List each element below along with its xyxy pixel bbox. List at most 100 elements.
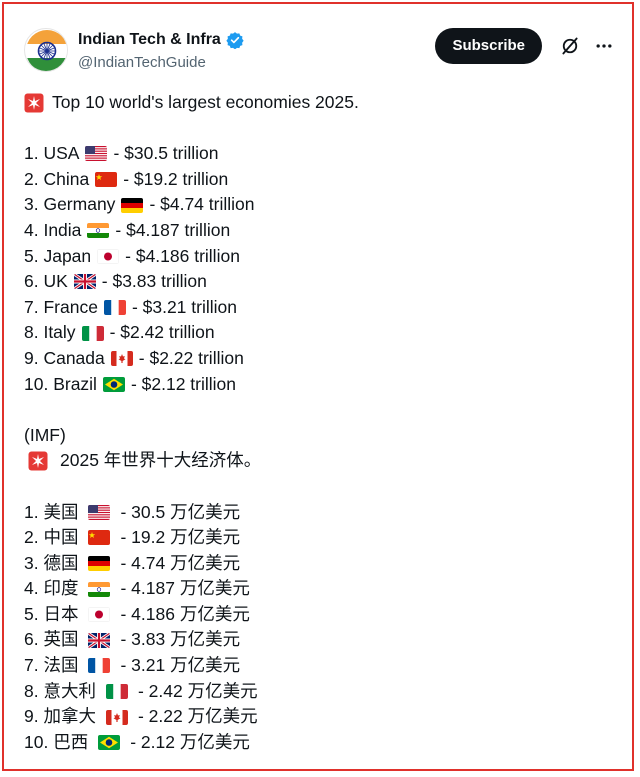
flag-br-icon [102, 376, 125, 392]
title-en: Top 10 world's largest economies 2025. [52, 92, 359, 112]
siren-icon [28, 451, 48, 471]
list-en: 1. USA - $30.5 trillion 2. China - $19.2 tr… [24, 141, 614, 397]
flag-jp-icon [88, 607, 111, 623]
list-item: 1. USA - $30.5 trillion [24, 141, 614, 167]
gdp-value: - $4.187 trillion [115, 219, 231, 240]
gdp-value: - 4.74 万亿美元 [120, 552, 241, 573]
gdp-value: - $4.186 trillion [125, 245, 240, 266]
list-item: 5. 日本 - 4.186 万亿美元 [24, 602, 614, 628]
list-item: 1. 美国 - 30.5 万亿美元 [24, 500, 614, 526]
avatar[interactable] [24, 28, 68, 72]
more-options-icon[interactable] [594, 36, 614, 56]
post-card: Indian Tech & Infra @IndianTechGuide Sub… [2, 2, 634, 771]
list-item: 2. 中国 - 19.2 万亿美元 [24, 525, 614, 551]
title-cn-line: 2025 年世界十大经济体。 [24, 448, 614, 474]
flag-br-icon [98, 735, 121, 751]
gdp-value: - $30.5 trillion [113, 143, 219, 164]
flag-uk-icon [88, 632, 111, 648]
country-label: 2. China [24, 168, 90, 189]
flag-us-icon [88, 504, 111, 520]
flag-ca-icon [105, 709, 128, 725]
gdp-value: - $19.2 trillion [123, 168, 229, 189]
list-item: 10. 巴西 - 2.12 万亿美元 [24, 730, 614, 756]
flag-it-icon [81, 325, 104, 341]
flag-jp-icon [97, 248, 120, 264]
post-text: Top 10 world's largest economies 2025. 1… [24, 90, 614, 755]
gdp-value: - 4.186 万亿美元 [120, 603, 250, 624]
gdp-value: - 30.5 万亿美元 [120, 501, 241, 522]
author-handle[interactable]: @IndianTechGuide [78, 54, 206, 71]
country-label: 5. 日本 [24, 603, 79, 624]
flag-de-icon [121, 197, 144, 213]
gdp-value: - $2.42 trillion [109, 322, 215, 343]
flag-fr-icon [103, 300, 126, 316]
india-flag-avatar-icon [26, 30, 67, 71]
flag-cn-icon [95, 172, 118, 188]
gdp-value: - 2.22 万亿美元 [137, 706, 258, 727]
country-label: 10. Brazil [24, 373, 97, 394]
country-label: 5. Japan [24, 245, 92, 266]
country-label: 3. 德国 [24, 552, 79, 573]
post-header: Indian Tech & Infra @IndianTechGuide Sub… [24, 26, 614, 76]
subscribe-button[interactable]: Subscribe [435, 28, 542, 64]
flag-in-icon [88, 581, 111, 597]
gdp-value: - $2.12 trillion [130, 373, 237, 394]
gdp-value: - $3.83 trillion [101, 271, 207, 292]
gdp-value: - $3.21 trillion [131, 296, 237, 317]
list-item: 4. 印度 - 4.187 万亿美元 [24, 576, 614, 602]
country-label: 6. UK [24, 271, 68, 292]
flag-fr-icon [88, 658, 111, 674]
flag-in-icon [87, 223, 110, 239]
country-label: 3. Germany [24, 194, 116, 215]
gdp-value: - 2.12 万亿美元 [130, 731, 250, 752]
country-label: 1. 美国 [24, 501, 79, 522]
author-name[interactable]: Indian Tech & Infra [78, 31, 221, 48]
list-item: 2. China - $19.2 trillion [24, 167, 614, 193]
list-item: 6. UK - $3.83 trillion [24, 269, 614, 295]
gdp-value: - 4.187 万亿美元 [120, 578, 250, 599]
siren-icon [24, 93, 44, 113]
gdp-value: - 3.83 万亿美元 [120, 629, 241, 650]
flag-de-icon [88, 555, 111, 571]
gdp-value: - $4.74 trillion [149, 194, 255, 215]
title-cn: 2025 年世界十大经济体。 [60, 450, 262, 471]
list-item: 7. 法国 - 3.21 万亿美元 [24, 653, 614, 679]
country-label: 7. France [24, 296, 98, 317]
source-label: (IMF) [24, 424, 66, 445]
gdp-value: - $2.22 trillion [138, 347, 244, 368]
list-item: 9. 加拿大 - 2.22 万亿美元 [24, 704, 614, 730]
gdp-value: - 19.2 万亿美元 [120, 527, 241, 548]
country-label: 4. India [24, 219, 82, 240]
author-row: Indian Tech & Infra [78, 31, 244, 49]
verified-badge-icon [226, 32, 244, 49]
list-item: 4. India - $4.187 trillion [24, 218, 614, 244]
country-label: 9. Canada [24, 347, 105, 368]
list-item: 9. Canada - $2.22 trillion [24, 346, 614, 372]
country-label: 4. 印度 [24, 578, 79, 599]
country-label: 10. 巴西 [24, 731, 89, 752]
country-label: 1. USA [24, 143, 80, 164]
flag-us-icon [85, 146, 108, 162]
source-line: (IMF) [24, 423, 614, 449]
gdp-value: - 2.42 万亿美元 [137, 680, 258, 701]
flag-it-icon [105, 683, 128, 699]
list-item: 6. 英国 - 3.83 万亿美元 [24, 627, 614, 653]
list-item: 5. Japan - $4.186 trillion [24, 244, 614, 270]
flag-uk-icon [73, 274, 96, 290]
country-label: 8. Italy [24, 322, 76, 343]
country-label: 8. 意大利 [24, 680, 96, 701]
country-label: 2. 中国 [24, 527, 79, 548]
list-item: 8. Italy - $2.42 trillion [24, 320, 614, 346]
list-item: 7. France - $3.21 trillion [24, 295, 614, 321]
list-item: 10. Brazil - $2.12 trillion [24, 372, 614, 398]
country-label: 6. 英国 [24, 629, 79, 650]
list-item: 3. Germany - $4.74 trillion [24, 192, 614, 218]
list-item: 8. 意大利 - 2.42 万亿美元 [24, 679, 614, 705]
list-cn: 1. 美国 - 30.5 万亿美元 2. 中国 - 19.2 万亿美元 3. 德国 - 4… [24, 500, 614, 756]
grok-icon[interactable] [560, 36, 580, 56]
flag-ca-icon [110, 351, 133, 367]
list-item: 3. 德国 - 4.74 万亿美元 [24, 551, 614, 577]
gdp-value: - 3.21 万亿美元 [120, 655, 241, 676]
country-label: 9. 加拿大 [24, 706, 96, 727]
flag-cn-icon [88, 530, 111, 546]
